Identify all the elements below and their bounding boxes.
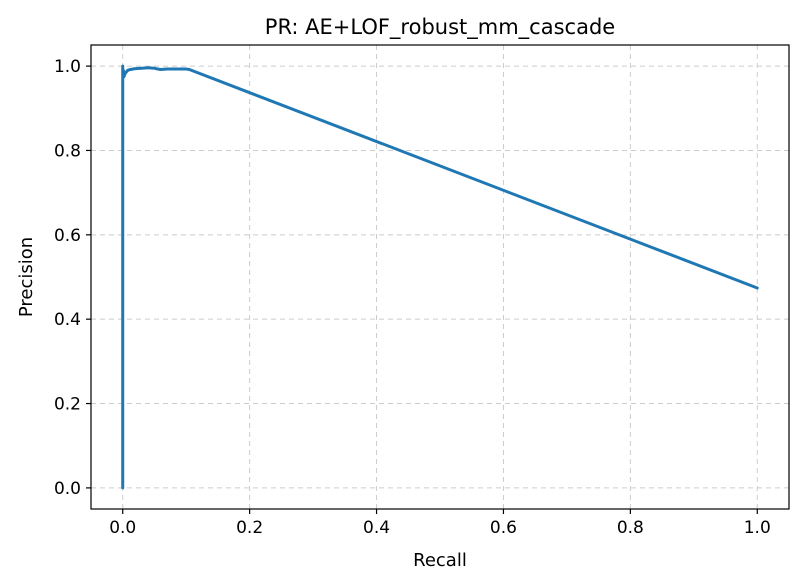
chart-title: PR: AE+LOF_robust_mm_cascade (265, 15, 615, 40)
x-tick-label: 1.0 (744, 518, 771, 538)
x-tick-label: 0.8 (617, 518, 644, 538)
x-tick-label: 0.4 (363, 518, 390, 538)
series-layer (121, 64, 759, 490)
y-tick-label: 0.6 (54, 226, 81, 246)
y-tick-label: 0.8 (54, 141, 81, 161)
x-tick-label: 0.0 (109, 518, 136, 538)
pr-curve-line (121, 64, 759, 490)
ticks: 0.0 0.2 0.4 0.6 0.8 1.0 0.0 0.2 0.4 0.6 0.8 1.0 (54, 57, 771, 538)
y-tick-label: 1.0 (54, 57, 81, 77)
x-tick-label: 0.6 (490, 518, 517, 538)
y-tick-label: 0.2 (54, 395, 81, 415)
plot-frame (90, 44, 790, 510)
y-tick-label: 0.0 (54, 479, 81, 499)
x-tick-label: 0.2 (236, 518, 263, 538)
y-axis-label: Precision (16, 237, 37, 317)
y-tick-label: 0.4 (54, 310, 81, 330)
x-axis-label: Recall (413, 550, 467, 571)
